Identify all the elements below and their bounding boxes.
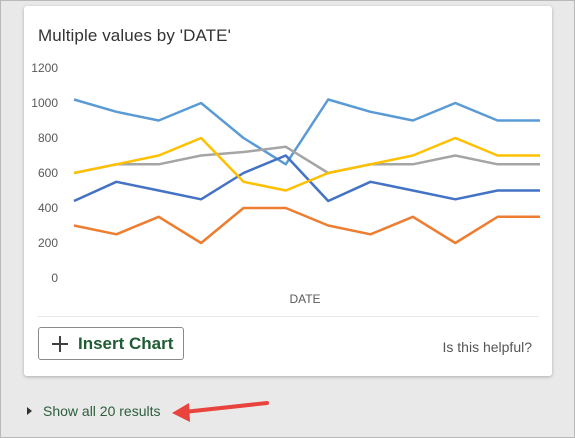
y-tick-label: 200 (38, 236, 58, 250)
y-tick-label: 1200 (31, 61, 58, 75)
insert-chart-button[interactable]: Insert Chart (38, 327, 184, 360)
x-axis-label: DATE (289, 292, 320, 306)
series-line-2 (73, 154, 540, 203)
show-all-results-label: Show all 20 results (43, 403, 161, 419)
y-tick-label: 400 (38, 201, 58, 215)
arrow-shaft (182, 401, 269, 414)
y-tick-label: 800 (38, 131, 58, 145)
series-line-5 (73, 136, 540, 192)
y-tick-label: 1000 (31, 96, 58, 110)
series-line-1 (73, 98, 540, 166)
y-tick-label: 0 (51, 271, 58, 285)
series-line-3 (73, 206, 540, 245)
card-divider (38, 316, 538, 317)
arrow-head (172, 403, 190, 422)
is-this-helpful-link[interactable]: Is this helpful? (442, 339, 533, 355)
chart-title: Multiple values by 'DATE' (38, 26, 231, 45)
expand-triangle-icon (27, 407, 32, 415)
y-tick-label: 600 (38, 166, 58, 180)
line-chart: 0 200 400 600 800 1000 1200 DATE (31, 61, 540, 306)
red-arrow-annotation (172, 401, 269, 422)
show-all-results-link[interactable]: Show all 20 results (27, 403, 161, 419)
insert-chart-label: Insert Chart (78, 333, 174, 353)
chart-card: Multiple values by 'DATE' 0 200 400 600 800 1… (24, 6, 552, 376)
series-line-4 (73, 145, 540, 175)
plus-icon (52, 335, 68, 352)
